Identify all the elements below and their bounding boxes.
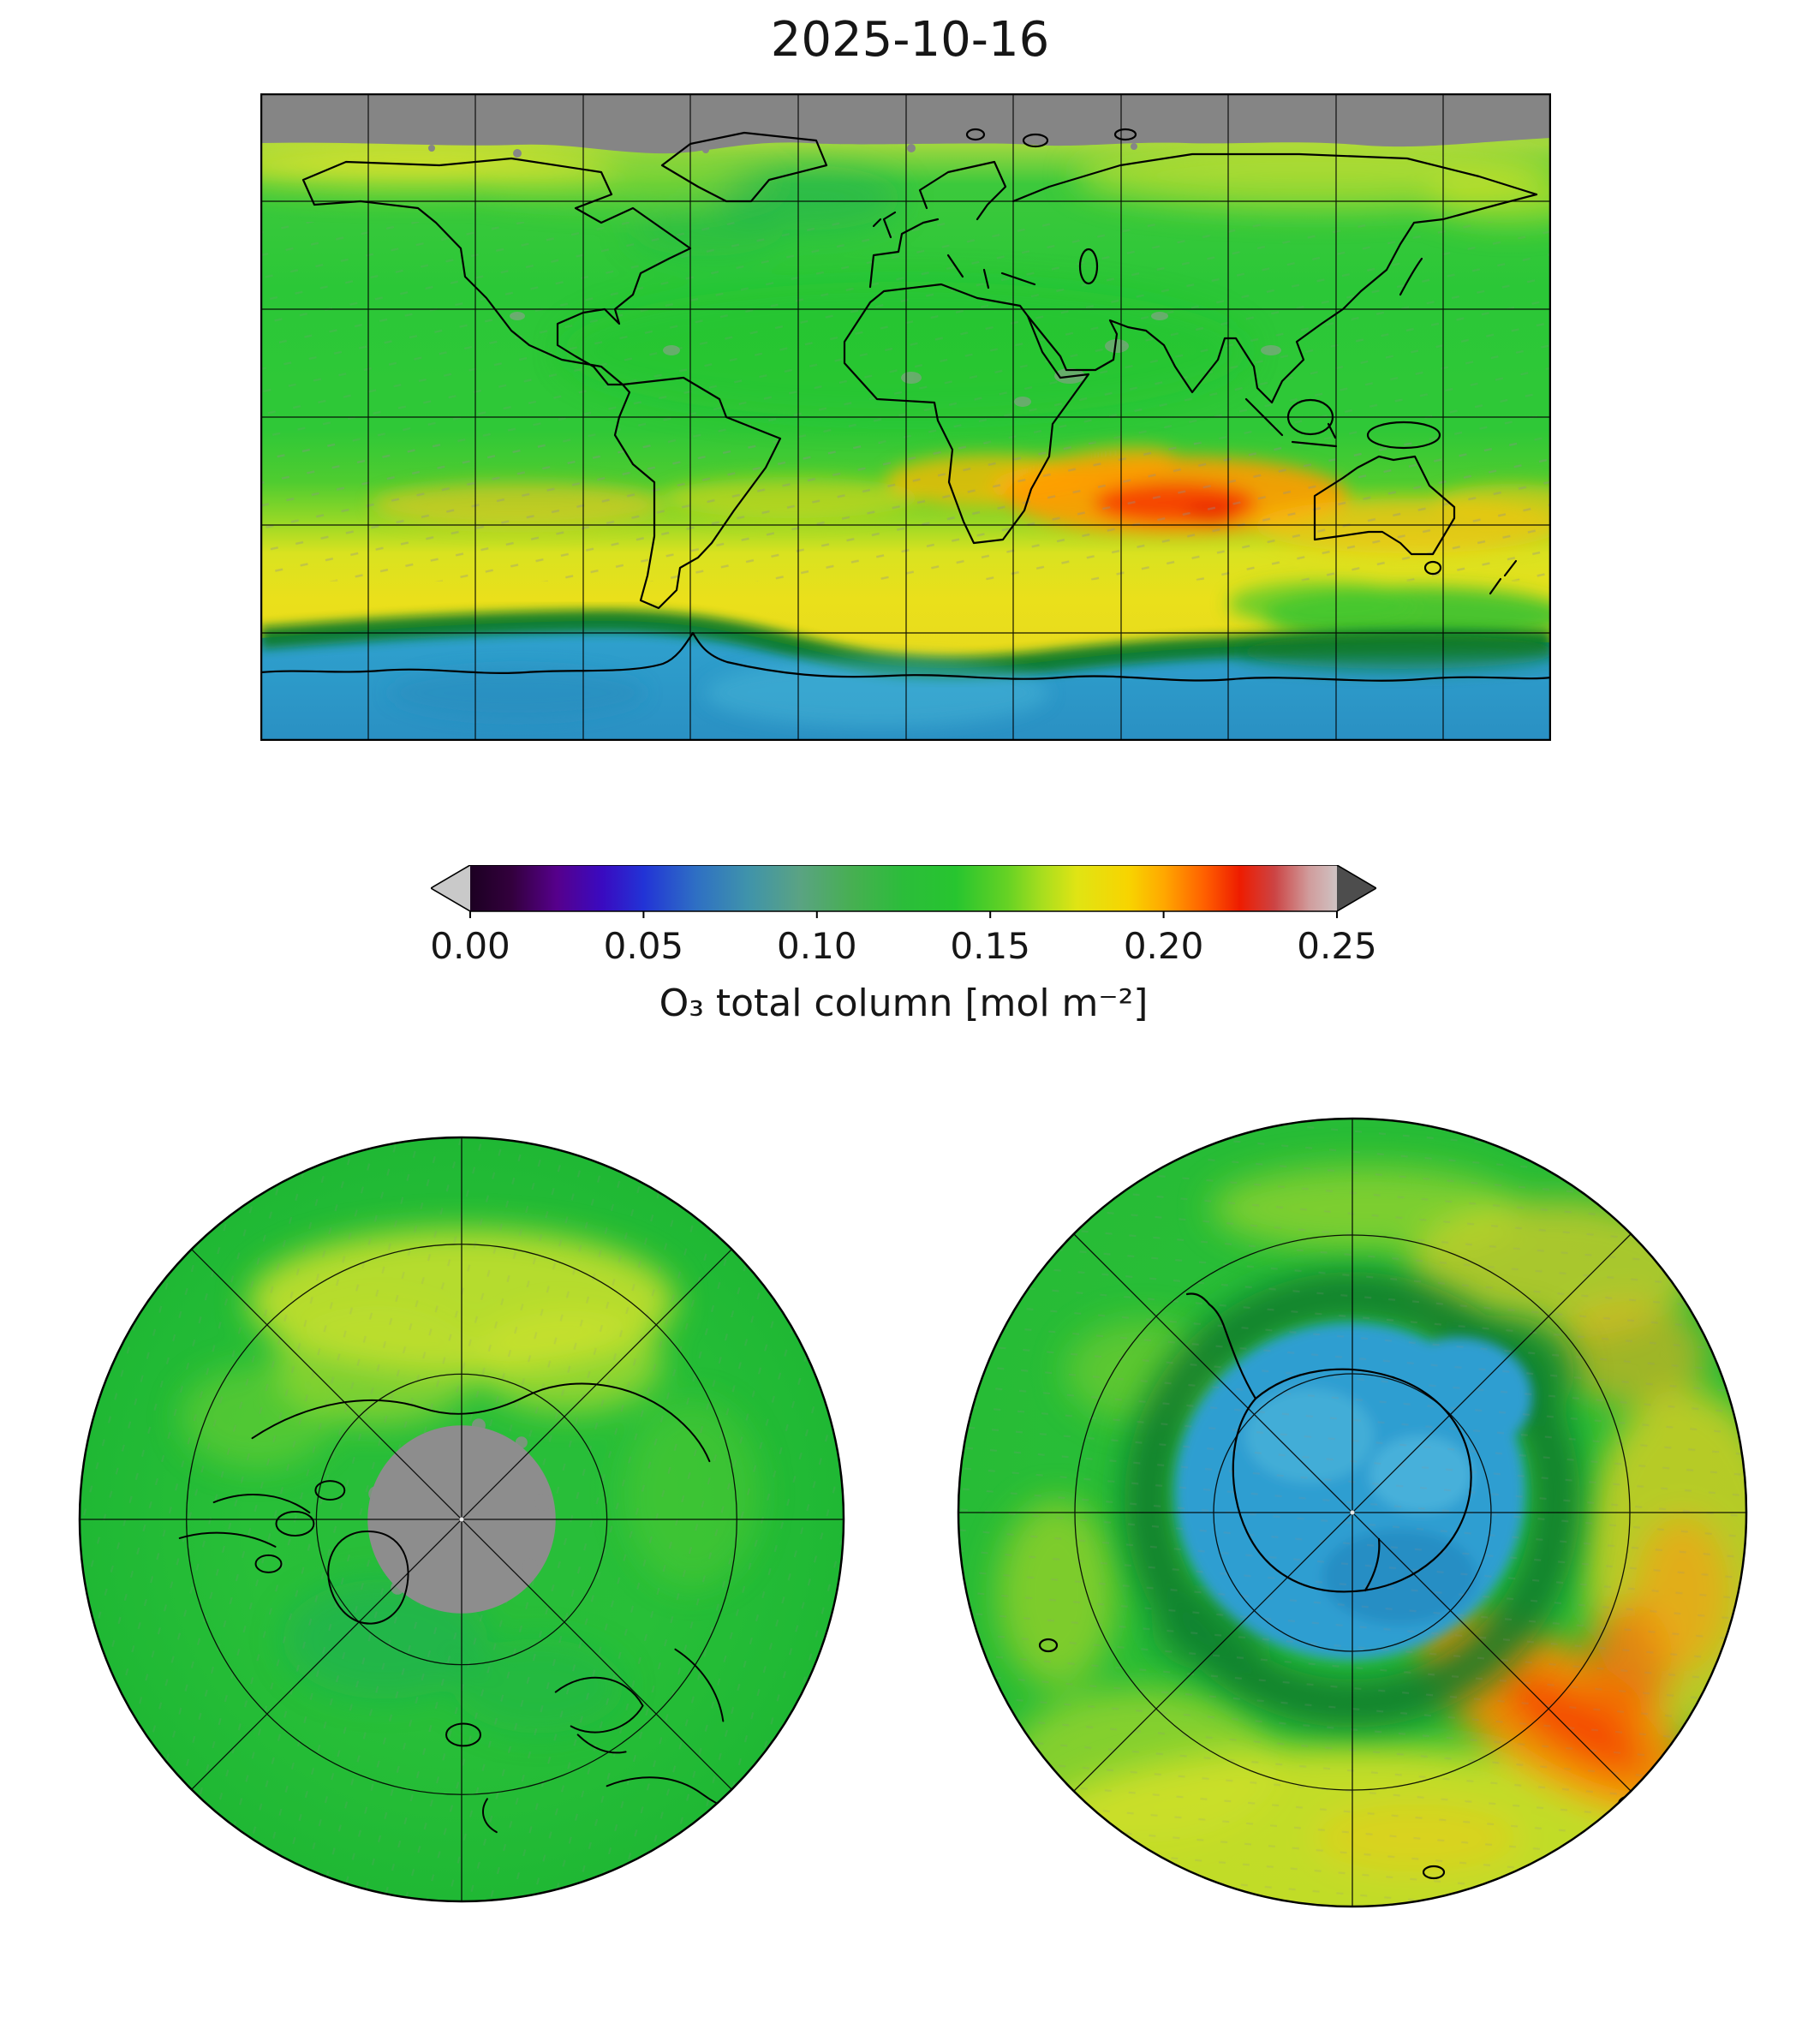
north-polar-field [78, 1136, 845, 1903]
south-polar-svg [957, 1117, 1748, 1908]
tick-label-0.25: 0.25 [1297, 925, 1377, 967]
graticule [260, 93, 1551, 741]
figure-title: 2025-10-16 [770, 12, 1050, 68]
colorbar-gradient-bar [470, 865, 1337, 911]
north-panel-border [78, 1136, 845, 1903]
global-map-svg [260, 93, 1551, 741]
north-polar-panel [77, 1135, 846, 1904]
north-polar-svg [78, 1136, 845, 1903]
tick-label-0.10: 0.10 [777, 925, 857, 967]
colorbar-over-arrow [1337, 865, 1376, 911]
map-border [260, 93, 1551, 741]
gray-band-speckles [428, 143, 1137, 158]
global-map-panel [260, 93, 1551, 741]
tick-label-0.20: 0.20 [1123, 925, 1204, 967]
south-polar-field [958, 1118, 1747, 1907]
tick-label-0.00: 0.00 [430, 925, 510, 967]
colorbar-axis-label: O₃ total column [mol m⁻²] [659, 982, 1149, 1025]
tick-label-0.15: 0.15 [950, 925, 1030, 967]
tick-label-0.05: 0.05 [603, 925, 684, 967]
colorbar [431, 865, 1376, 920]
south-panel-border [957, 1117, 1748, 1908]
south-polar-panel [954, 1114, 1751, 1911]
north-pole-point [459, 1517, 464, 1522]
colorbar-svg [431, 865, 1376, 918]
colorbar-tick-marks [469, 911, 1338, 918]
south-pole-point [1350, 1510, 1355, 1515]
colorbar-under-arrow [431, 865, 470, 911]
colorbar-tick-labels: 0.00 0.05 0.10 0.15 0.20 0.25 [430, 925, 1377, 970]
